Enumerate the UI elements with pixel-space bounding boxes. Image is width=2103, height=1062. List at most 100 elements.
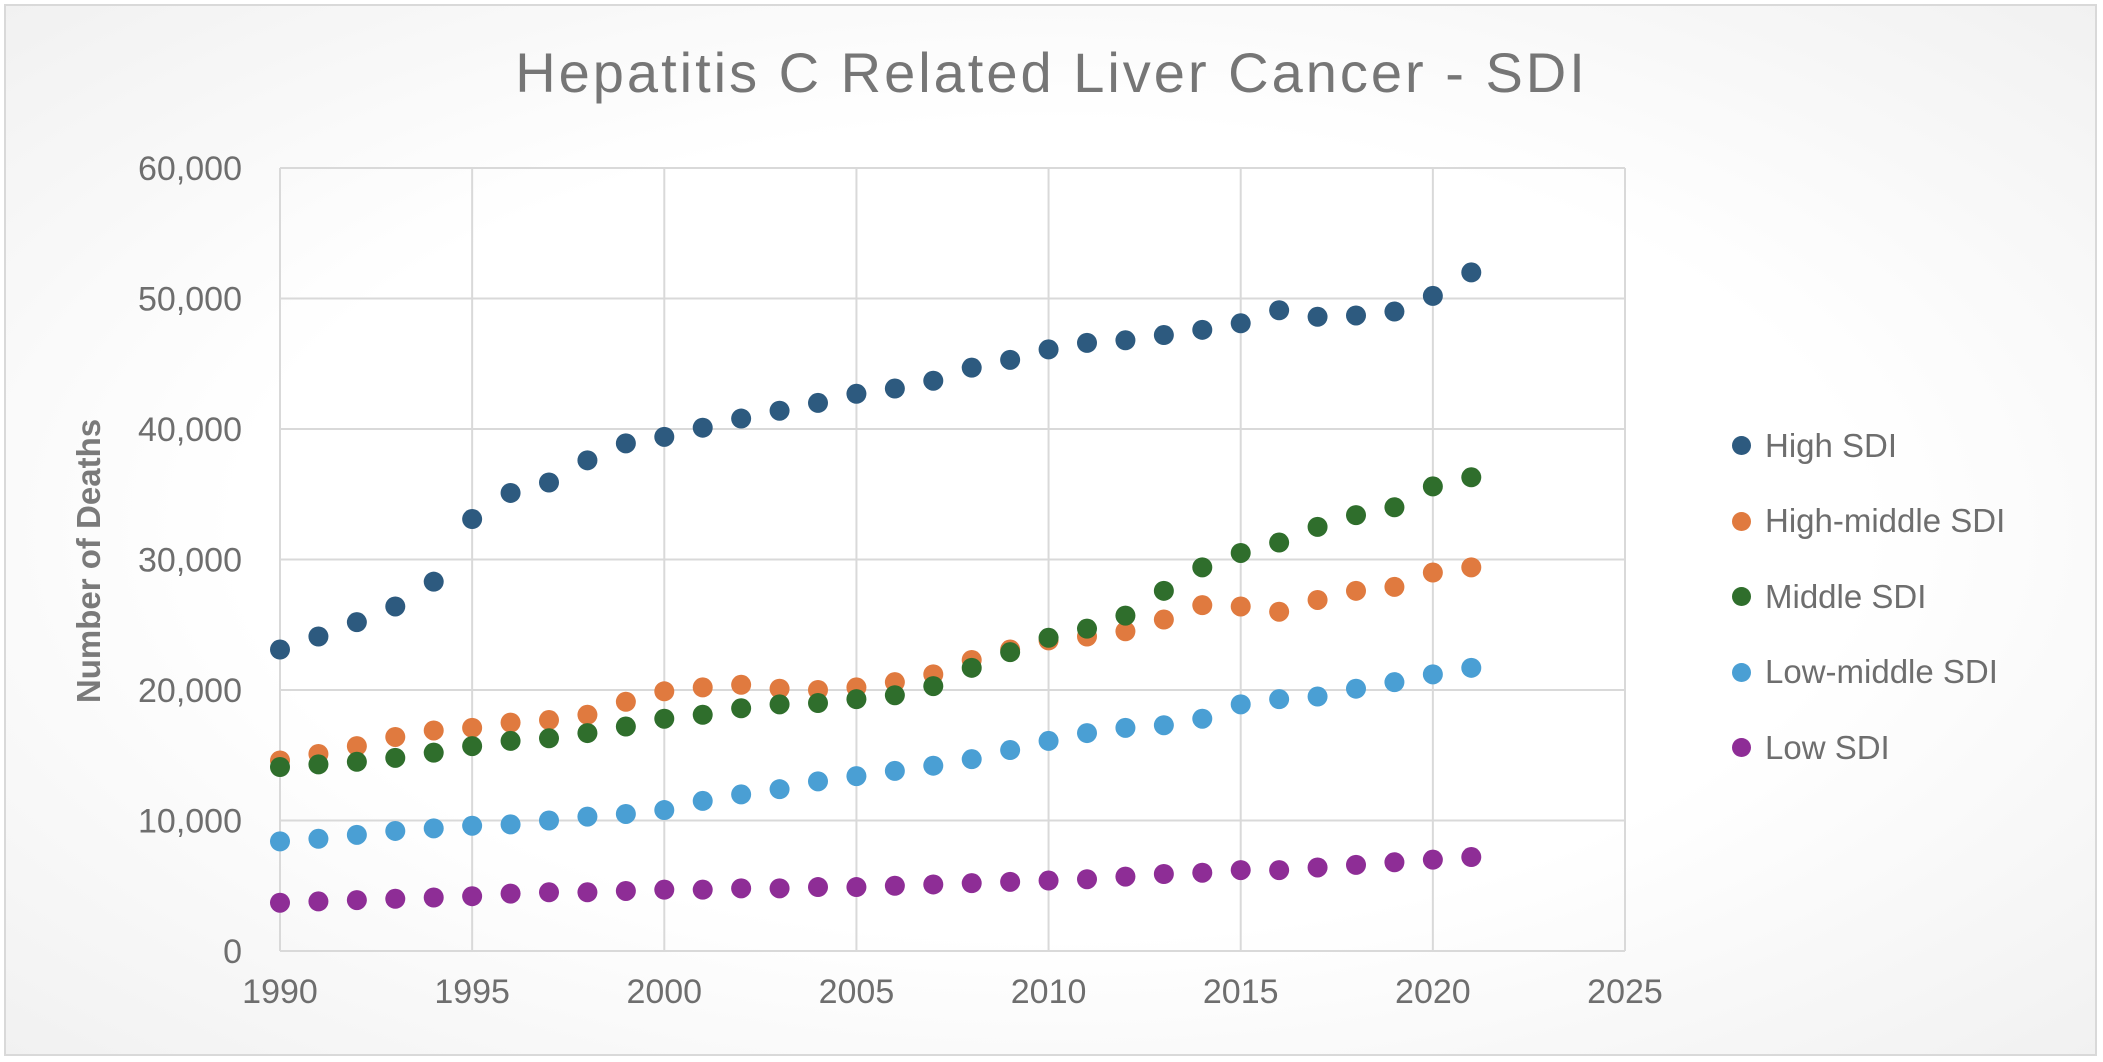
data-point [1422,664,1443,685]
data-point [423,887,444,908]
data-point [577,806,598,827]
data-point [884,685,905,706]
data-point [769,694,790,715]
series-high-sdi [270,262,1482,660]
data-point [577,882,598,903]
data-point [615,433,636,454]
data-point [1077,618,1097,639]
y-tick-label: 30,000 [138,542,242,580]
data-point [346,824,367,845]
data-point [884,875,905,896]
data-point [270,756,290,777]
data-point [1115,330,1136,351]
data-point [923,874,944,895]
data-point [961,873,982,894]
data-point [1269,601,1290,622]
x-tick-label: 2015 [1203,973,1279,1011]
chart-title: Hepatitis C Related Liver Cancer - SDI [515,41,1588,104]
data-point [615,716,636,737]
data-point [846,383,867,404]
data-point [1230,313,1251,334]
data-point [1384,497,1405,518]
data-point [1000,740,1021,761]
data-point [731,784,752,805]
data-point [1269,532,1290,553]
x-axis-ticks: 1990 1995 2000 2005 2010 2015 2020 2025 [242,973,1663,1011]
data-point [1000,349,1021,370]
data-point [1384,852,1405,873]
data-point [385,820,406,841]
data-point [1192,708,1213,729]
data-point [1000,642,1021,663]
data-point [308,891,329,912]
data-point [1307,686,1328,707]
legend-marker-icon [1732,587,1751,607]
x-tick-label: 2005 [819,973,895,1011]
data-point [654,708,675,729]
data-point [1038,730,1059,751]
data-point [270,831,290,852]
data-point [1000,871,1021,892]
data-point [1461,557,1482,578]
data-point [654,426,675,447]
data-point [808,877,828,898]
data-point [1077,723,1097,744]
data-point [1422,476,1443,497]
legend-item: Middle SDI [1732,559,2005,635]
data-point [1461,657,1482,678]
data-point [846,877,867,898]
data-point [462,509,483,530]
data-point [1230,596,1251,617]
data-point [961,657,982,678]
series-low-sdi [270,847,1482,913]
data-point [769,678,790,699]
data-point [423,571,444,592]
x-tick-label: 2020 [1395,973,1471,1011]
data-point [500,712,521,733]
data-point [1461,262,1482,283]
data-point [1038,627,1059,648]
legend-item: Low-middle SDI [1732,635,2005,711]
data-point [270,639,290,660]
data-point [270,892,290,913]
legend-label: High-middle SDI [1765,502,2006,540]
data-point [346,736,367,757]
data-point [1077,332,1097,353]
data-point [1038,870,1059,891]
data-point [1422,849,1443,870]
data-point [769,878,790,899]
data-point [577,450,598,471]
data-point [884,378,905,399]
legend-marker-icon [1732,662,1751,682]
data-point [1422,285,1443,306]
data-point [961,357,982,378]
data-point [500,730,521,751]
data-point [692,417,713,438]
data-point [308,754,329,775]
data-point [923,755,944,776]
data-point [539,728,559,749]
legend-item: High SDI [1732,408,2005,484]
data-point [692,677,713,698]
data-point [1307,857,1328,878]
data-point [731,408,752,429]
data-point [1153,715,1174,736]
data-point [692,879,713,900]
data-point [1230,542,1251,563]
data-point [500,482,521,503]
x-tick-label: 2025 [1587,973,1663,1011]
data-point [462,815,483,836]
data-point [654,800,675,821]
y-tick-label: 0 [223,933,242,971]
data-point [385,726,406,747]
data-point [923,676,944,697]
data-point [846,766,867,787]
legend-item: High-middle SDI [1732,484,2005,560]
data-point [500,883,521,904]
data-point [1422,562,1443,583]
data-point [1346,854,1366,875]
data-point [346,612,367,633]
x-tick-label: 1990 [242,973,318,1011]
data-point [308,626,329,647]
